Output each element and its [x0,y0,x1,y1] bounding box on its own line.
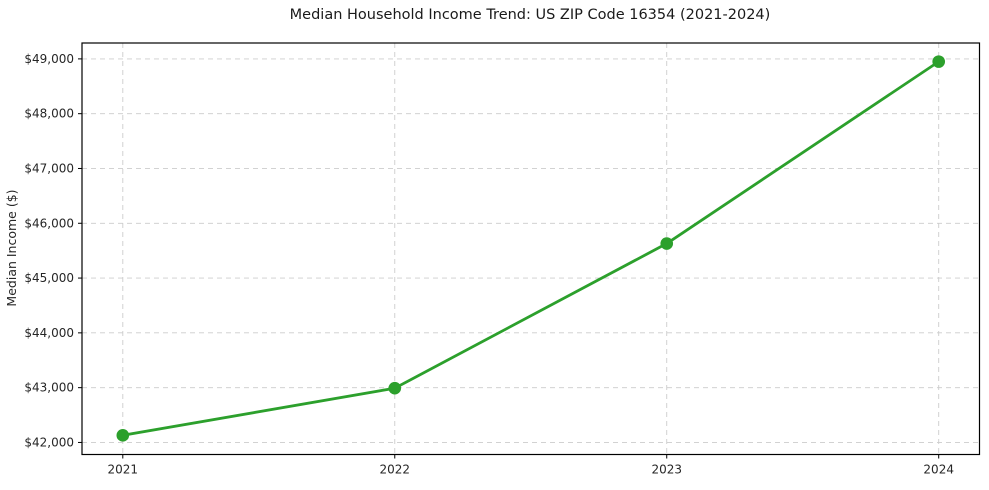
y-tick-label: $46,000 [24,216,74,230]
y-tick-label: $45,000 [24,271,74,285]
data-point-marker [388,381,402,395]
chart-title: Median Household Income Trend: US ZIP Co… [290,7,771,23]
x-tick-label: 2022 [379,463,410,477]
y-tick-label: $47,000 [24,161,74,175]
y-tick-label: $48,000 [24,107,74,121]
x-tick-label: 2023 [651,463,682,477]
data-point-marker [660,237,674,250]
chart-layers: $42,000 $43,000 $44,000 $45,000 $46,000 $47,0… [24,42,981,477]
y-tick-label: $49,000 [24,52,74,66]
data-point-marker [116,429,130,442]
x-tick-label: 2021 [108,463,139,477]
trend-line [121,60,941,437]
y-tick-label: $44,000 [24,326,74,340]
data-point-marker [932,55,946,68]
y-axis-label: Median Income ($) [4,189,19,306]
x-tick-label: 2024 [923,463,954,477]
axes-frame [81,42,981,456]
y-tick-label: $43,000 [24,381,74,395]
y-tick-label: $42,000 [24,435,74,449]
